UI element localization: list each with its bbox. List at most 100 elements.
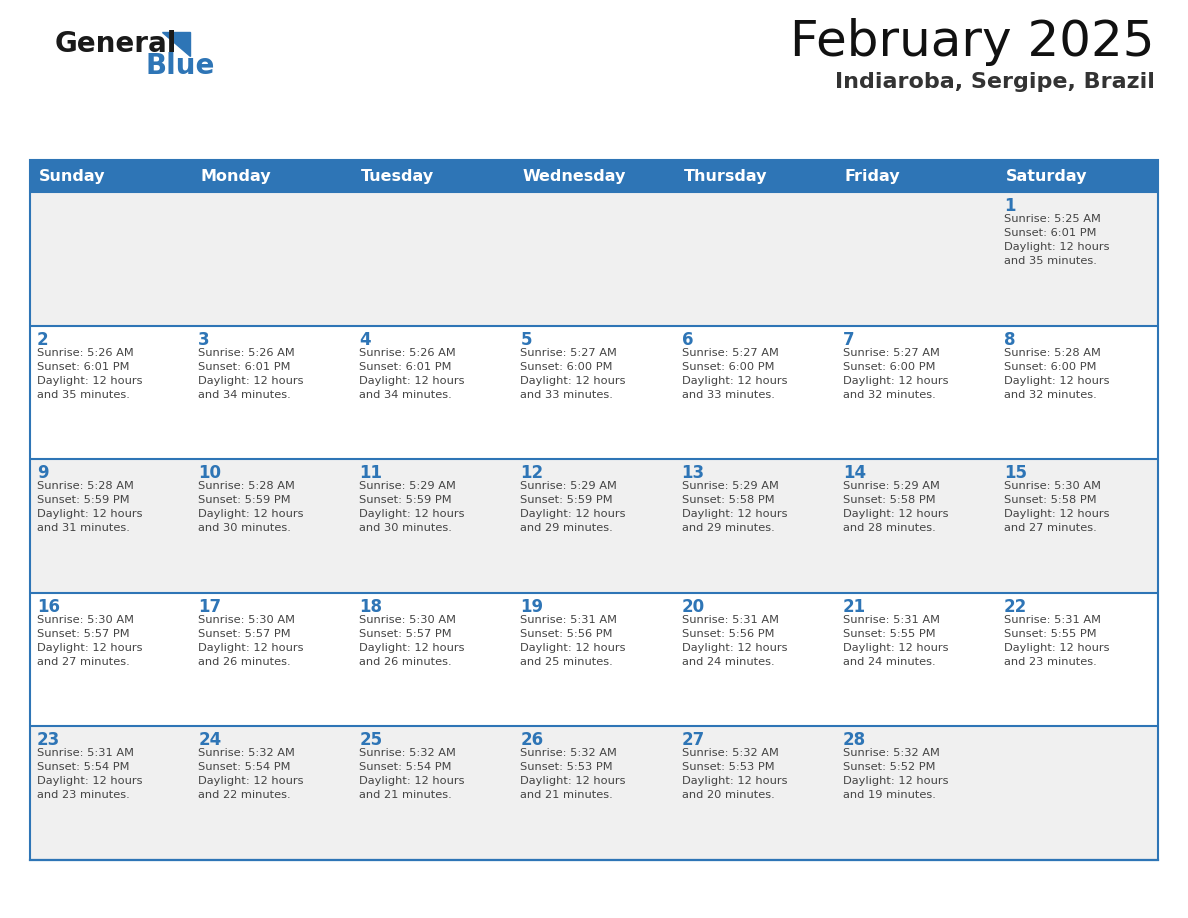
- Text: Daylight: 12 hours: Daylight: 12 hours: [682, 643, 788, 653]
- Bar: [30, 726, 1158, 860]
- Text: and 25 minutes.: and 25 minutes.: [520, 656, 613, 666]
- Text: Sunset: 6:00 PM: Sunset: 6:00 PM: [520, 362, 613, 372]
- Text: Sunset: 6:00 PM: Sunset: 6:00 PM: [1004, 362, 1097, 372]
- Text: 10: 10: [198, 465, 221, 482]
- Text: and 35 minutes.: and 35 minutes.: [37, 389, 129, 399]
- Text: Sunrise: 5:27 AM: Sunrise: 5:27 AM: [682, 348, 778, 358]
- Text: Sunrise: 5:28 AM: Sunrise: 5:28 AM: [198, 481, 295, 491]
- Text: Sunrise: 5:29 AM: Sunrise: 5:29 AM: [359, 481, 456, 491]
- Text: Daylight: 12 hours: Daylight: 12 hours: [359, 643, 465, 653]
- Text: Sunset: 5:54 PM: Sunset: 5:54 PM: [198, 763, 291, 772]
- Text: Sunset: 5:52 PM: Sunset: 5:52 PM: [842, 763, 935, 772]
- Text: 15: 15: [1004, 465, 1026, 482]
- Text: Daylight: 12 hours: Daylight: 12 hours: [682, 375, 788, 386]
- Text: and 33 minutes.: and 33 minutes.: [682, 389, 775, 399]
- Text: Sunrise: 5:30 AM: Sunrise: 5:30 AM: [1004, 481, 1101, 491]
- Text: Tuesday: Tuesday: [361, 169, 435, 184]
- Text: Sunset: 5:53 PM: Sunset: 5:53 PM: [682, 763, 775, 772]
- Text: Daylight: 12 hours: Daylight: 12 hours: [37, 375, 143, 386]
- Text: 20: 20: [682, 598, 704, 616]
- Text: 24: 24: [198, 732, 221, 749]
- Text: Daylight: 12 hours: Daylight: 12 hours: [37, 777, 143, 787]
- Text: 28: 28: [842, 732, 866, 749]
- Text: Daylight: 12 hours: Daylight: 12 hours: [1004, 509, 1110, 520]
- Text: and 28 minutes.: and 28 minutes.: [842, 523, 935, 533]
- Text: and 30 minutes.: and 30 minutes.: [359, 523, 453, 533]
- Text: 1: 1: [1004, 197, 1016, 215]
- Text: Daylight: 12 hours: Daylight: 12 hours: [842, 375, 948, 386]
- Text: Sunrise: 5:29 AM: Sunrise: 5:29 AM: [520, 481, 618, 491]
- Text: Blue: Blue: [145, 52, 214, 80]
- Text: Sunset: 5:57 PM: Sunset: 5:57 PM: [198, 629, 291, 639]
- Text: Sunrise: 5:30 AM: Sunrise: 5:30 AM: [198, 615, 295, 625]
- Text: and 29 minutes.: and 29 minutes.: [682, 523, 775, 533]
- Text: Sunrise: 5:29 AM: Sunrise: 5:29 AM: [842, 481, 940, 491]
- Text: General: General: [55, 30, 177, 58]
- Text: Sunrise: 5:26 AM: Sunrise: 5:26 AM: [37, 348, 134, 358]
- Text: Daylight: 12 hours: Daylight: 12 hours: [520, 375, 626, 386]
- Text: 27: 27: [682, 732, 704, 749]
- Text: 23: 23: [37, 732, 61, 749]
- Text: 6: 6: [682, 330, 693, 349]
- Text: Wednesday: Wednesday: [523, 169, 626, 184]
- Text: Sunset: 5:59 PM: Sunset: 5:59 PM: [37, 495, 129, 505]
- Text: Sunrise: 5:32 AM: Sunrise: 5:32 AM: [682, 748, 778, 758]
- Text: 4: 4: [359, 330, 371, 349]
- Text: Sunrise: 5:32 AM: Sunrise: 5:32 AM: [359, 748, 456, 758]
- Text: and 24 minutes.: and 24 minutes.: [842, 656, 935, 666]
- Text: Sunrise: 5:31 AM: Sunrise: 5:31 AM: [682, 615, 778, 625]
- Bar: [30, 192, 1158, 326]
- Text: 12: 12: [520, 465, 544, 482]
- Text: Sunset: 5:57 PM: Sunset: 5:57 PM: [359, 629, 451, 639]
- Text: and 27 minutes.: and 27 minutes.: [1004, 523, 1097, 533]
- Text: Daylight: 12 hours: Daylight: 12 hours: [359, 509, 465, 520]
- Text: Daylight: 12 hours: Daylight: 12 hours: [1004, 643, 1110, 653]
- Text: and 34 minutes.: and 34 minutes.: [359, 389, 453, 399]
- Bar: [30, 160, 1158, 860]
- Text: Sunrise: 5:30 AM: Sunrise: 5:30 AM: [37, 615, 134, 625]
- Text: and 21 minutes.: and 21 minutes.: [520, 790, 613, 800]
- Text: Daylight: 12 hours: Daylight: 12 hours: [198, 509, 304, 520]
- Bar: [30, 459, 1158, 593]
- Text: and 19 minutes.: and 19 minutes.: [842, 790, 936, 800]
- Text: Daylight: 12 hours: Daylight: 12 hours: [682, 509, 788, 520]
- Text: Sunset: 6:01 PM: Sunset: 6:01 PM: [37, 362, 129, 372]
- Text: Daylight: 12 hours: Daylight: 12 hours: [682, 777, 788, 787]
- Polygon shape: [162, 32, 190, 56]
- Text: Monday: Monday: [200, 169, 271, 184]
- Text: Sunrise: 5:32 AM: Sunrise: 5:32 AM: [842, 748, 940, 758]
- Text: Saturday: Saturday: [1006, 169, 1087, 184]
- Text: Sunrise: 5:32 AM: Sunrise: 5:32 AM: [520, 748, 618, 758]
- Text: 11: 11: [359, 465, 383, 482]
- Text: Sunset: 5:55 PM: Sunset: 5:55 PM: [842, 629, 935, 639]
- Bar: [30, 593, 1158, 726]
- Text: Sunrise: 5:26 AM: Sunrise: 5:26 AM: [359, 348, 456, 358]
- Text: Sunset: 5:57 PM: Sunset: 5:57 PM: [37, 629, 129, 639]
- Text: Sunset: 6:01 PM: Sunset: 6:01 PM: [359, 362, 451, 372]
- Text: Sunrise: 5:28 AM: Sunrise: 5:28 AM: [1004, 348, 1101, 358]
- Text: Sunset: 6:00 PM: Sunset: 6:00 PM: [682, 362, 775, 372]
- Text: Daylight: 12 hours: Daylight: 12 hours: [520, 777, 626, 787]
- Text: and 35 minutes.: and 35 minutes.: [1004, 256, 1097, 266]
- Text: and 24 minutes.: and 24 minutes.: [682, 656, 775, 666]
- Text: Sunrise: 5:31 AM: Sunrise: 5:31 AM: [37, 748, 134, 758]
- Text: Sunset: 5:59 PM: Sunset: 5:59 PM: [198, 495, 291, 505]
- Text: Sunrise: 5:31 AM: Sunrise: 5:31 AM: [842, 615, 940, 625]
- Text: Sunrise: 5:32 AM: Sunrise: 5:32 AM: [198, 748, 295, 758]
- Text: and 23 minutes.: and 23 minutes.: [1004, 656, 1097, 666]
- Text: 25: 25: [359, 732, 383, 749]
- Text: 17: 17: [198, 598, 221, 616]
- Text: Sunset: 5:53 PM: Sunset: 5:53 PM: [520, 763, 613, 772]
- Text: Sunset: 6:01 PM: Sunset: 6:01 PM: [1004, 228, 1097, 238]
- Text: Daylight: 12 hours: Daylight: 12 hours: [842, 643, 948, 653]
- Text: Daylight: 12 hours: Daylight: 12 hours: [359, 375, 465, 386]
- Text: Daylight: 12 hours: Daylight: 12 hours: [37, 643, 143, 653]
- Text: and 32 minutes.: and 32 minutes.: [1004, 389, 1097, 399]
- Text: and 29 minutes.: and 29 minutes.: [520, 523, 613, 533]
- Bar: [30, 160, 1158, 192]
- Text: and 32 minutes.: and 32 minutes.: [842, 389, 935, 399]
- Text: and 20 minutes.: and 20 minutes.: [682, 790, 775, 800]
- Text: 14: 14: [842, 465, 866, 482]
- Text: and 34 minutes.: and 34 minutes.: [198, 389, 291, 399]
- Text: Sunset: 5:54 PM: Sunset: 5:54 PM: [359, 763, 451, 772]
